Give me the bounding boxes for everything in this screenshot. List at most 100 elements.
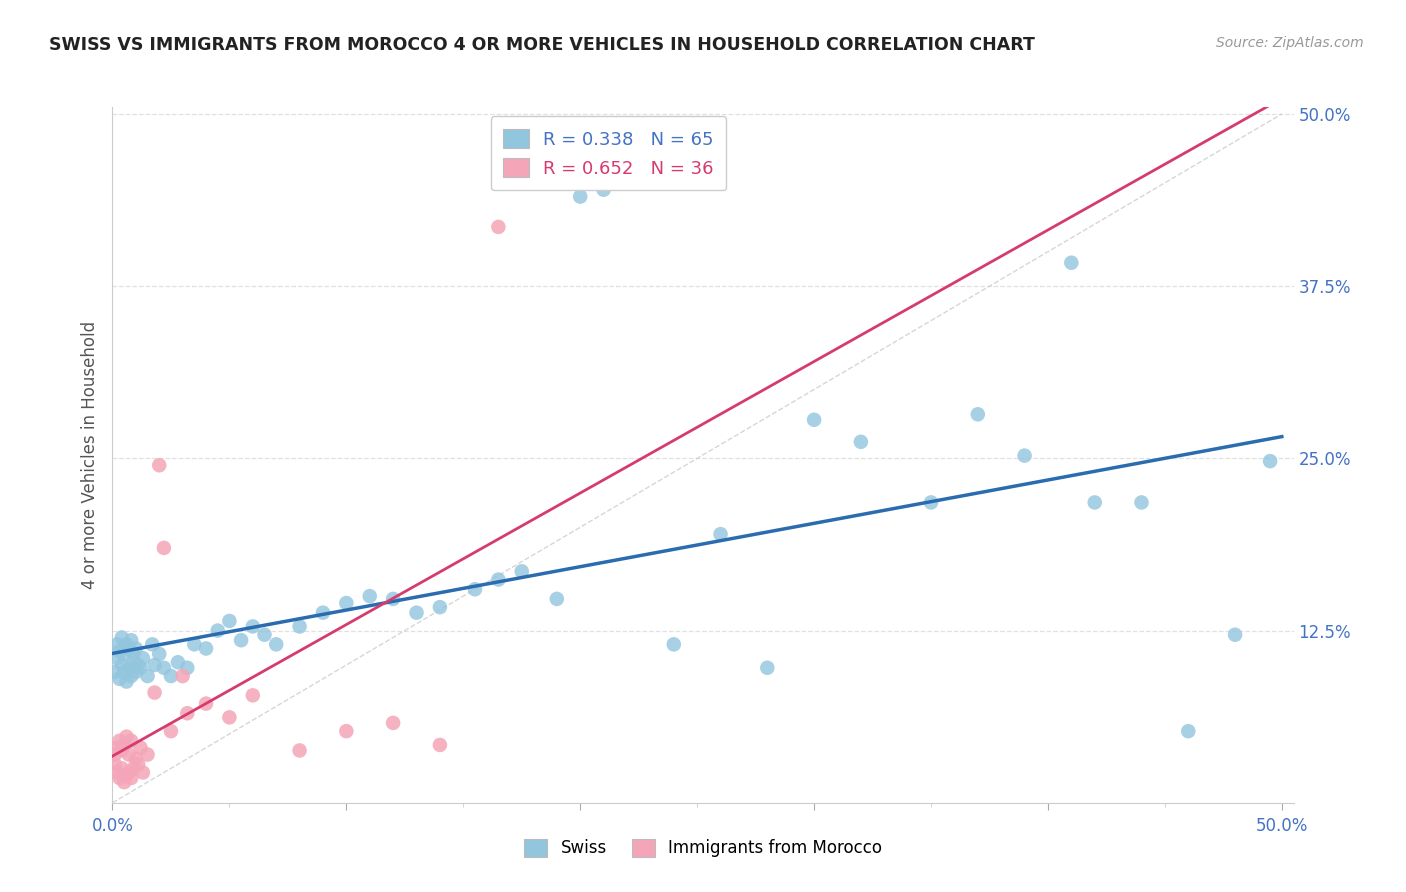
Point [153,541,176,555]
Point [1223,628,1246,642]
Point [335,596,357,610]
Point [111,631,134,645]
Point [105,637,128,651]
Point [486,219,509,234]
Point [183,637,205,651]
Point [486,573,509,587]
Point [132,765,155,780]
Point [120,733,142,747]
Point [1258,454,1281,468]
Point [920,495,942,509]
Point [143,658,166,673]
Point [1130,495,1153,509]
Point [105,740,128,755]
Point [118,661,141,675]
Point [108,644,131,658]
Point [709,527,731,541]
Point [104,747,127,762]
Point [118,641,141,656]
Point [111,743,134,757]
Point [120,633,142,648]
Point [136,747,159,762]
Point [207,624,229,638]
Text: SWISS VS IMMIGRANTS FROM MOROCCO 4 OR MORE VEHICLES IN HOUSEHOLD CORRELATION CHA: SWISS VS IMMIGRANTS FROM MOROCCO 4 OR MO… [49,36,1035,54]
Text: Source: ZipAtlas.com: Source: ZipAtlas.com [1216,36,1364,50]
Point [153,661,176,675]
Point [112,775,135,789]
Point [115,730,138,744]
Point [105,765,128,780]
Point [122,761,145,775]
Point [253,628,276,642]
Point [111,658,134,673]
Point [849,434,872,449]
Point [108,733,131,747]
Y-axis label: 4 or more Vehicles in Household: 4 or more Vehicles in Household [80,321,98,589]
Point [127,757,149,772]
Point [382,715,405,730]
Point [143,685,166,699]
Point [129,661,152,675]
Point [803,413,825,427]
Point [148,647,170,661]
Point [592,183,614,197]
Point [218,710,240,724]
Point [1060,256,1083,270]
Point [1014,449,1036,463]
Point [111,761,134,775]
Point [546,591,568,606]
Point [108,771,131,785]
Point [125,752,148,766]
Point [148,458,170,473]
Point [160,724,183,739]
Point [242,619,264,633]
Point [229,633,252,648]
Point [108,672,131,686]
Point [335,724,357,739]
Point [1177,724,1199,739]
Point [132,651,155,665]
Point [242,689,264,703]
Point [127,658,149,673]
Point [405,606,427,620]
Point [359,589,381,603]
Point [141,637,163,651]
Point [312,606,335,620]
Point [218,614,240,628]
Point [1084,495,1107,509]
Point [382,591,405,606]
Point [129,740,152,755]
Point [118,765,141,780]
Point [167,655,190,669]
Point [429,600,451,615]
Point [264,637,287,651]
Point [160,669,183,683]
Point [429,738,451,752]
Point [125,641,148,656]
Point [115,674,138,689]
Point [464,582,486,597]
Point [115,637,138,651]
Point [125,665,148,679]
Point [966,407,988,421]
Point [118,747,141,762]
Point [105,651,128,665]
Point [288,619,311,633]
Point [122,647,145,661]
Point [120,669,142,683]
Point [176,706,198,721]
Point [104,665,127,679]
Point [136,669,159,683]
Point [172,669,194,683]
Point [112,738,135,752]
Point [662,637,685,651]
Point [195,697,218,711]
Point [120,771,142,785]
Point [288,743,311,757]
Point [115,768,138,782]
Point [112,647,135,661]
Point [112,665,135,679]
Point [176,661,198,675]
Point [104,757,127,772]
Point [195,641,218,656]
